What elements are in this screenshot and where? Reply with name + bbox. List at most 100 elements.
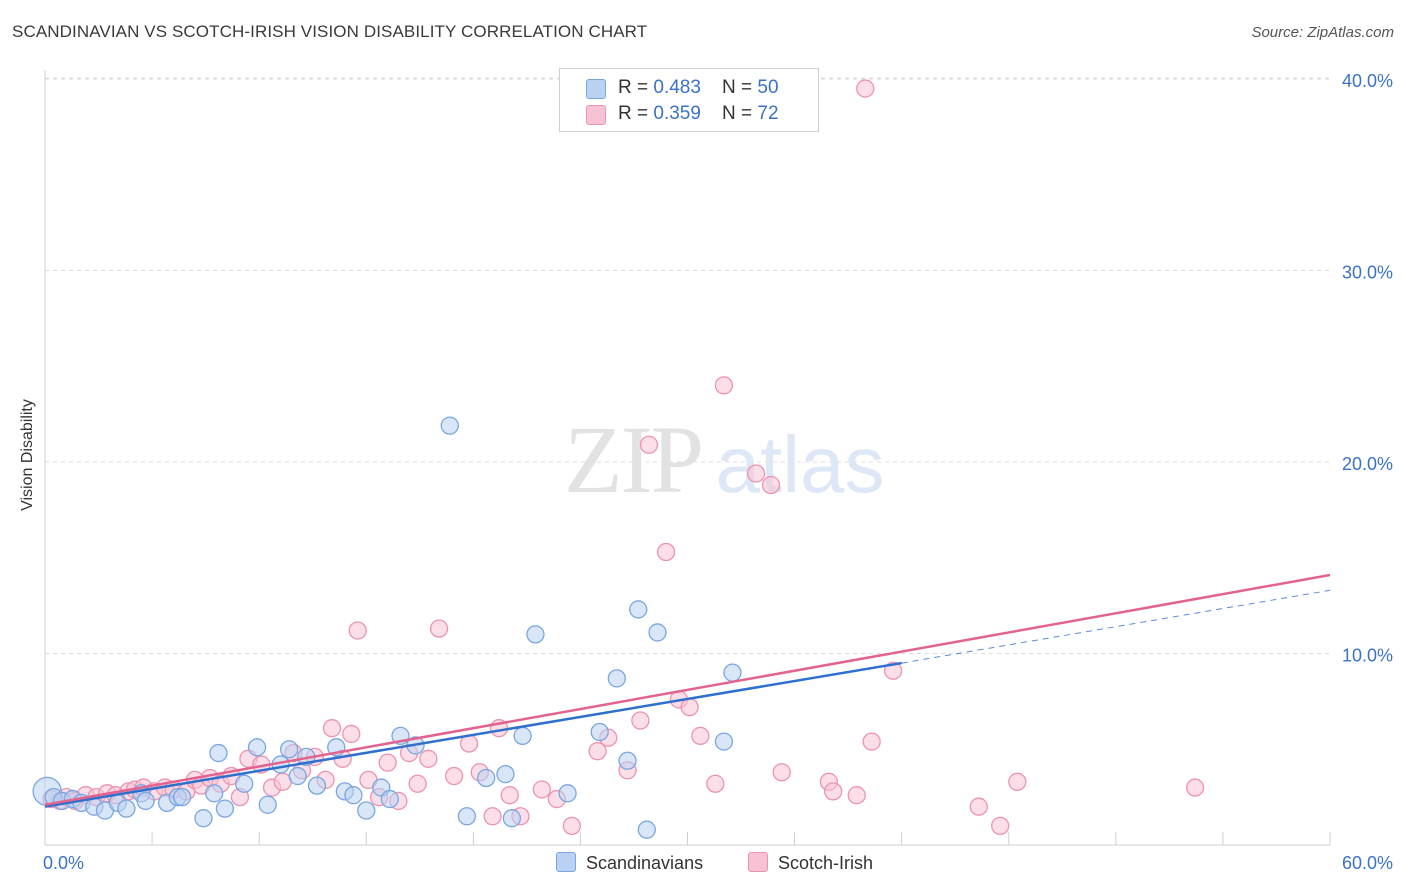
scandinavian-point	[344, 786, 363, 805]
legend-n-label: N =	[722, 103, 758, 124]
y-tick-label: 20.0%	[1342, 454, 1393, 474]
tick-labels: 10.0% 20.0% 30.0% 40.0% 0.0% 60.0%	[43, 71, 1393, 873]
scandinavian-point	[136, 791, 155, 811]
scotch-irish-point	[656, 542, 676, 562]
legend-r-label: R =	[618, 103, 654, 124]
scotch-irish-point	[1185, 778, 1205, 797]
axes	[44, 70, 1331, 846]
bottom-legend-label: Scotch-Irish	[778, 853, 874, 873]
scotch-irish-point	[746, 464, 766, 483]
svg-text:ZIP: ZIP	[564, 406, 702, 513]
scandinavian-point	[496, 764, 515, 784]
bottom-legend-label: Scandinavians	[586, 853, 704, 873]
scotch-irish-point	[378, 753, 397, 772]
scotch-irish-point	[342, 724, 361, 744]
legend-swatch-blue	[586, 79, 606, 99]
scotch-irish-point	[1008, 772, 1027, 791]
y-tick-label: 40.0%	[1342, 71, 1393, 91]
scotch-irish-point	[772, 763, 791, 782]
scandinavian-point	[637, 820, 656, 839]
scandinavian-point	[558, 784, 577, 803]
scandinavian-point	[205, 784, 224, 803]
bottom-legend-scotch-irish: Scotch-Irish	[748, 852, 873, 874]
legend-n-label: N =	[722, 77, 758, 98]
legend-n-value: 50	[757, 77, 779, 98]
y-tick-label: 10.0%	[1342, 646, 1393, 666]
scandinavian-point	[235, 774, 254, 793]
scandinavian-point	[194, 809, 213, 828]
scandinavian-point	[513, 726, 532, 745]
scotch-irish-point	[348, 621, 367, 640]
scandinavian-point	[380, 789, 399, 809]
scandinavian-point	[117, 799, 136, 818]
scotch-irish-point	[588, 742, 607, 761]
scandinavian-point	[648, 623, 667, 642]
scandinavian-point	[172, 787, 192, 807]
scotch-irish-point	[862, 732, 881, 751]
watermark: ZIP atlas	[564, 406, 884, 513]
scotch-irish-point	[714, 376, 734, 395]
scotch-irish-point	[444, 766, 464, 786]
scotch-irish-trend-line	[44, 573, 1331, 807]
scotch-irish-point	[761, 475, 781, 495]
source-label: Source: ZipAtlas.com	[1251, 24, 1394, 41]
scandinavian-point	[618, 751, 637, 770]
scotch-irish-point	[847, 786, 866, 805]
scotch-irish-point	[639, 435, 659, 454]
scotch-irish-point	[706, 774, 725, 793]
scandinavian-point	[279, 740, 299, 759]
data-points	[32, 79, 1205, 839]
chart-title: SCANDINAVIAN VS SCOTCH-IRISH VISION DISA…	[12, 22, 648, 41]
scandinavian-point	[526, 625, 545, 644]
scandinavian-point	[629, 600, 648, 619]
scotch-irish-point	[532, 780, 552, 799]
scandinavian-point	[590, 722, 609, 742]
legend-r-value: 0.359	[653, 103, 701, 124]
scandinavian-point	[209, 743, 228, 763]
scandinavian-point	[288, 766, 307, 786]
scotch-irish-point	[856, 79, 875, 98]
scandinavian-point	[714, 732, 734, 751]
svg-text:atlas: atlas	[716, 420, 885, 509]
scandinavian-point	[457, 807, 477, 826]
legend-n-value: 72	[757, 103, 779, 124]
scotch-irish-point	[991, 816, 1010, 835]
legend: R = 0.483 N = 50 R = 0.359 N = 72	[559, 68, 819, 132]
scandinavian-point	[723, 663, 742, 682]
legend-r-label: R =	[618, 77, 654, 98]
scotch-irish-point	[419, 749, 438, 768]
legend-r-value: 0.483	[653, 77, 701, 98]
trend-lines	[44, 573, 1331, 808]
scotch-irish-point	[823, 782, 843, 801]
scandinavian-point	[258, 795, 277, 814]
scotch-irish-point	[631, 711, 650, 730]
scotch-irish-point	[562, 816, 581, 835]
scandinavian-point	[607, 669, 626, 688]
scotch-irish-point	[408, 774, 427, 793]
scotch-irish-point	[500, 786, 519, 805]
x-tick-label: 0.0%	[43, 853, 84, 873]
bottom-legend-scandinavians: Scandinavians	[556, 852, 703, 874]
scandinavian-point	[307, 776, 327, 795]
legend-swatch-pink	[586, 105, 606, 125]
scandinavian-point	[357, 801, 376, 820]
scandinavian-point	[477, 768, 496, 788]
scandinavian-point	[502, 809, 522, 828]
gridlines	[45, 77, 1330, 654]
scotch-irish-point	[680, 697, 699, 717]
scandinavian-point	[440, 416, 459, 435]
y-tick-label: 30.0%	[1342, 263, 1393, 283]
scotch-irish-point	[429, 619, 449, 638]
scandinavian-point	[247, 738, 267, 757]
scotch-irish-point	[483, 807, 502, 826]
scandinavian-trend-extension	[901, 589, 1331, 664]
scotch-irish-point	[969, 797, 988, 816]
bottom-legend-swatch-pink	[748, 852, 768, 872]
scandinavian-trend-line	[44, 661, 902, 808]
scotch-irish-point	[691, 726, 710, 745]
scotch-irish-point	[322, 719, 342, 738]
scandinavian-point	[215, 799, 235, 818]
bottom-legend-swatch-blue	[556, 852, 576, 872]
x-tick-label: 60.0%	[1342, 853, 1393, 873]
